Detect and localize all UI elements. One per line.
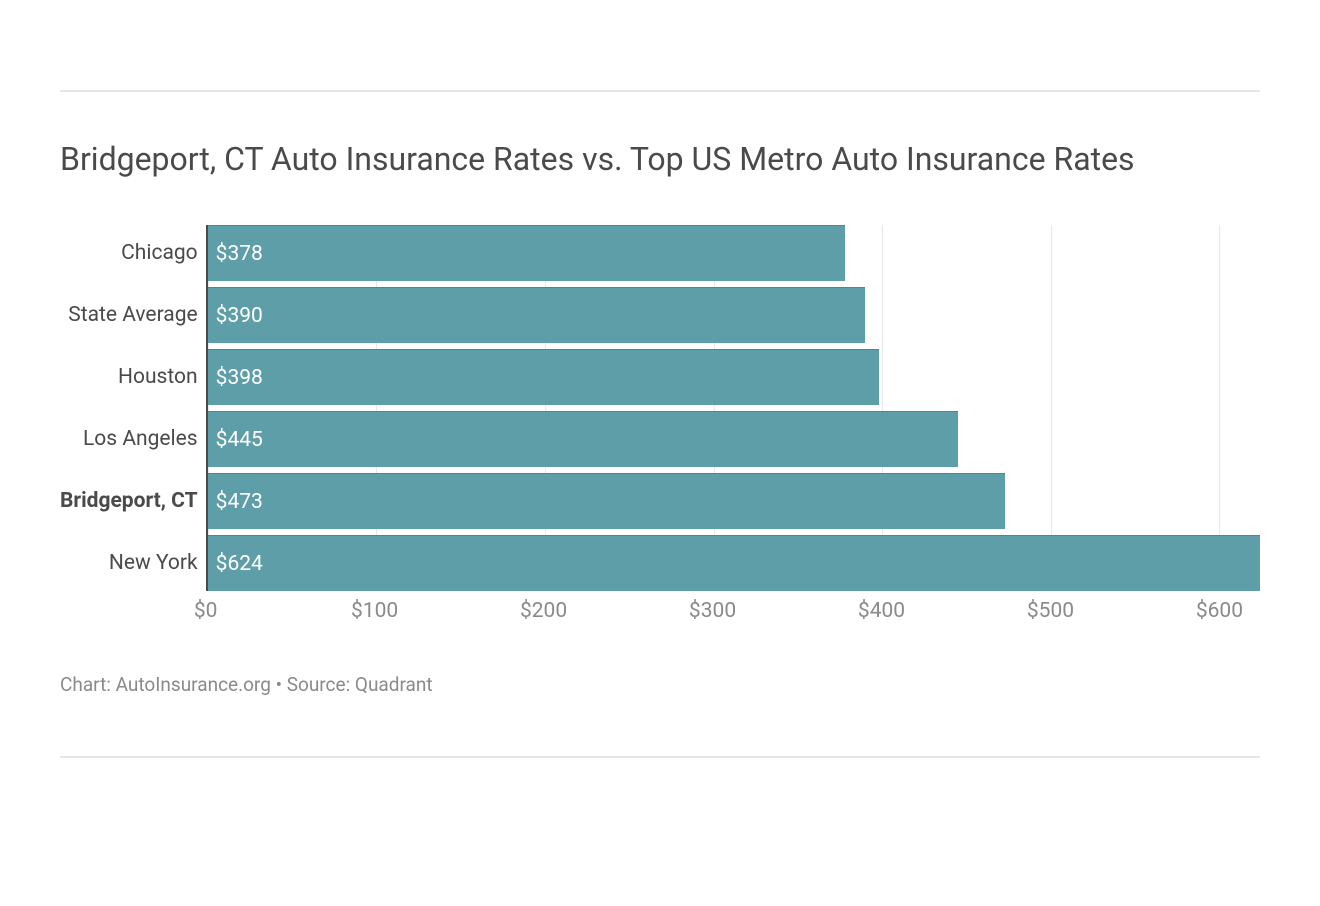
bar: $445 [208, 411, 958, 467]
chart-credit: Chart: AutoInsurance.org • Source: Quadr… [60, 651, 1260, 756]
x-axis-tick: $0 [194, 599, 218, 623]
bar-row: $390 [208, 287, 1260, 343]
bar-value-label: $473 [216, 490, 263, 514]
y-axis-labels: Chicago State Average Houston Los Angeles Br… [60, 225, 206, 631]
x-axis-tick: $600 [1196, 599, 1243, 623]
y-axis-label: Houston [60, 349, 198, 405]
top-spacer [60, 0, 1260, 90]
plot-area: $378 $390 $398 $445 $473 $624 [206, 225, 1260, 591]
bar-row: $445 [208, 411, 1260, 467]
bar-row: $398 [208, 349, 1260, 405]
x-axis: $0$100$200$300$400$500$600 [206, 591, 1260, 631]
bottom-divider [60, 756, 1260, 758]
bar: $473 [208, 473, 1006, 529]
bar-row: $624 [208, 535, 1260, 591]
y-axis-label: State Average [60, 287, 198, 343]
bar-value-label: $378 [216, 242, 263, 266]
bar-value-label: $624 [216, 552, 263, 576]
chart-area: Chicago State Average Houston Los Angeles Br… [60, 211, 1260, 651]
chart-container: Bridgeport, CT Auto Insurance Rates vs. … [0, 0, 1320, 758]
bar: $390 [208, 287, 866, 343]
bar-row: $473 [208, 473, 1260, 529]
y-axis-label: Bridgeport, CT [60, 473, 198, 529]
y-axis-label: Chicago [60, 225, 198, 281]
bar: $624 [208, 535, 1260, 591]
bars-group: $378 $390 $398 $445 $473 $624 [208, 225, 1260, 591]
bar-row: $378 [208, 225, 1260, 281]
bar-value-label: $398 [216, 366, 263, 390]
bar-value-label: $390 [216, 304, 263, 328]
bar: $378 [208, 225, 845, 281]
chart-title: Bridgeport, CT Auto Insurance Rates vs. … [60, 92, 1260, 211]
y-axis-label: Los Angeles [60, 411, 198, 467]
bar-value-label: $445 [216, 428, 263, 452]
x-axis-tick: $200 [520, 599, 567, 623]
x-axis-tick: $400 [858, 599, 905, 623]
x-axis-tick: $300 [689, 599, 736, 623]
bar: $398 [208, 349, 879, 405]
x-axis-tick: $100 [351, 599, 398, 623]
x-axis-tick: $500 [1027, 599, 1074, 623]
y-axis-label: New York [60, 535, 198, 591]
